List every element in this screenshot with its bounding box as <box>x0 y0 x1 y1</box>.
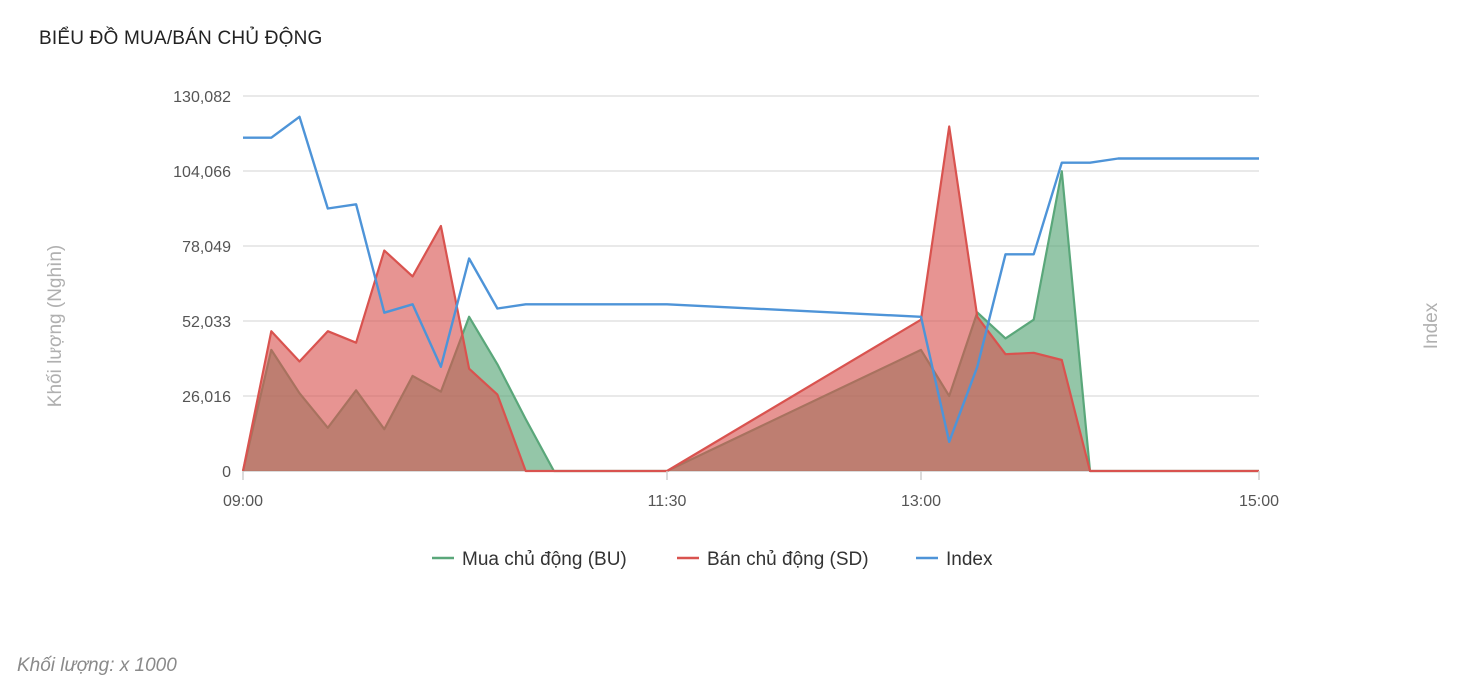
y-tick-label: 0 <box>222 464 231 481</box>
x-axis: 09:00 11:30 13:00 15:00 <box>223 471 1279 510</box>
y2-axis-title: Index <box>1421 302 1442 349</box>
x-tick-label: 11:30 <box>648 493 687 510</box>
y-tick-label: 130,082 <box>173 89 231 106</box>
y-tick-label: 78,049 <box>182 239 231 256</box>
y-axis-title: Khối lượng (Nghìn) <box>45 245 66 407</box>
legend-label-bu[interactable]: Mua chủ động (BU) <box>462 549 627 570</box>
x-tick-label: 13:00 <box>901 493 941 510</box>
legend: Mua chủ động (BU) Bán chủ động (SD) Index <box>432 549 993 570</box>
y-tick-label: 52,033 <box>182 314 231 331</box>
y-tick-label: 26,016 <box>182 389 231 406</box>
x-tick-label: 09:00 <box>223 493 263 510</box>
legend-label-index[interactable]: Index <box>946 549 993 570</box>
y-tick-label: 104,066 <box>173 164 231 181</box>
series-area-sd <box>243 126 1259 471</box>
series-areas <box>241 115 1259 473</box>
series-line-index <box>243 115 1259 443</box>
footnote: Khối lượng: x 1000 <box>17 655 177 676</box>
x-tick-label: 15:00 <box>1239 493 1279 510</box>
chart-title: BIỂU ĐỒ MUA/BÁN CHỦ ĐỘNG <box>39 28 323 49</box>
y-axis: 0 26,016 52,033 78,049 104,066 130,082 <box>173 89 231 481</box>
legend-label-sd[interactable]: Bán chủ động (SD) <box>707 549 869 570</box>
